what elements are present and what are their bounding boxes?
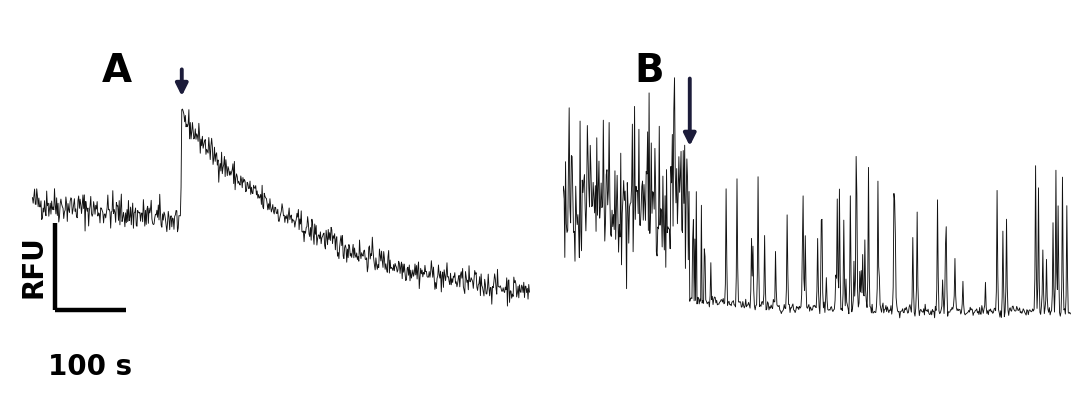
Text: B: B xyxy=(634,52,664,90)
Text: 100 s: 100 s xyxy=(49,352,132,381)
Text: RFU: RFU xyxy=(19,235,48,298)
Text: A: A xyxy=(102,52,132,90)
